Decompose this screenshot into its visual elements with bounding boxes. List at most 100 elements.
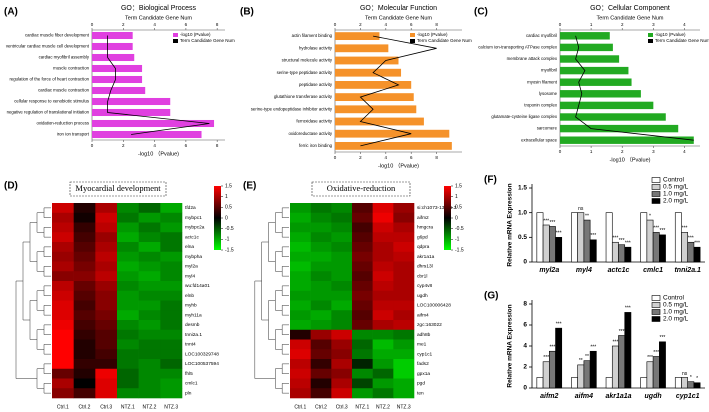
heatmap-cell — [331, 251, 353, 262]
y-tick-label: 8 — [523, 301, 527, 308]
heatmap-cell — [138, 300, 161, 311]
heatmap-cell — [160, 222, 183, 233]
heatmap-cell — [52, 368, 74, 379]
bar — [560, 101, 654, 110]
row-label: ugdh — [417, 293, 428, 299]
x-tick-label: 0 — [334, 155, 337, 160]
color-bar-label: 1.5 — [455, 183, 462, 189]
y-tick-label: 1.0 — [518, 209, 527, 216]
heatmap-cell — [117, 339, 139, 350]
heatmap-cell — [160, 359, 183, 370]
bar — [577, 364, 585, 389]
heatmap-cell — [95, 212, 118, 223]
x2-tick-label: 4 — [153, 22, 156, 27]
heatmap-cell — [372, 290, 394, 301]
heatmap-cell — [310, 261, 332, 272]
heatmap-cell — [352, 388, 373, 399]
x-tick-label: ugdh — [645, 393, 662, 400]
heatmap-cell — [372, 320, 394, 331]
heatmap-cell — [95, 359, 118, 370]
bar — [335, 44, 389, 53]
category-label: ventricular cardiac muscle cell developm… — [6, 44, 90, 49]
heatmap-cell — [160, 251, 183, 262]
legend-swatch — [410, 39, 415, 43]
bar — [560, 55, 620, 63]
heatmap-cell — [290, 212, 311, 223]
heatmap-cell — [95, 203, 118, 214]
dendrogram-branch — [275, 329, 283, 350]
heatmap-cell — [138, 349, 161, 360]
legend-swatch — [651, 295, 661, 301]
heatmap-cell — [393, 251, 415, 262]
heatmap-cell — [138, 339, 161, 350]
significance-label: *** — [543, 218, 549, 224]
heatmap-cell — [160, 320, 183, 331]
x2-tick-label: 8 — [216, 22, 219, 27]
dendrogram-branch — [254, 280, 276, 379]
heatmap-cell — [372, 349, 394, 360]
heatmap-cell — [372, 339, 394, 350]
heatmap-cell — [310, 212, 332, 223]
significance-label: *** — [619, 329, 625, 335]
heatmap-cell — [310, 300, 332, 311]
category-label: serine-type peptidase activity — [277, 70, 333, 75]
row-label: hmgcra — [417, 225, 433, 231]
column-label: NTZ.2 — [376, 404, 390, 410]
heatmap-cell — [73, 212, 96, 223]
chart-title: GO：Biological Process — [121, 5, 197, 12]
heatmap-cell — [352, 349, 373, 360]
heatmap-cell — [95, 368, 118, 379]
title-box — [69, 181, 167, 197]
heatmap-title: Oxidative-reduction — [327, 183, 396, 193]
row-label: me1 — [417, 342, 427, 348]
row-label: mybpc2a — [185, 225, 205, 231]
column-label: Ctrl.2 — [315, 404, 327, 410]
heatmap-cell — [138, 378, 161, 389]
category-label: lysosome — [539, 91, 558, 96]
legend-label: Term Candidate Gene Num — [655, 38, 709, 43]
heatmap-cell — [95, 378, 118, 389]
x-tick-label: myl2a — [539, 267, 559, 274]
heatmap-cell — [352, 281, 373, 292]
row-label: aifm2 — [417, 215, 429, 221]
heatmap-cell — [117, 388, 139, 399]
x2-tick-label: 0 — [91, 22, 94, 27]
heatmap-cell — [73, 310, 96, 321]
heatmap-cell — [393, 281, 415, 292]
heatmap-cell — [160, 378, 183, 389]
heatmap-cell — [290, 290, 311, 301]
bar — [681, 232, 688, 263]
heatmap-cell — [52, 310, 74, 321]
category-label: cardiac muscle fiber development — [25, 33, 90, 38]
category-label: cardiac myofibril — [526, 33, 557, 38]
row-label: fads2 — [417, 361, 429, 367]
bar — [640, 212, 648, 263]
panel-label: (G) — [484, 291, 498, 302]
heatmap-cell — [73, 300, 96, 311]
heatmap-cell — [95, 271, 118, 282]
bar — [589, 350, 597, 389]
column-label: Ctrl.1 — [57, 404, 69, 410]
heatmap-cell — [310, 290, 332, 301]
heatmap-cell — [393, 300, 415, 311]
heatmap-cell — [73, 329, 96, 340]
bar — [555, 327, 563, 389]
column-label: Ctrl.3 — [100, 404, 112, 410]
heatmap-cell — [372, 300, 394, 311]
heatmap-cell — [290, 378, 311, 389]
color-bar-label: -1 — [455, 237, 460, 243]
category-label: oxidation-reduction process — [36, 121, 89, 126]
dendrogram-branch — [43, 207, 51, 218]
heatmap-cell — [138, 232, 161, 243]
bar — [335, 32, 380, 41]
legend-swatch — [173, 39, 178, 43]
legend-swatch — [651, 198, 661, 204]
dendrogram-branch — [43, 266, 51, 277]
row-label: cyp1c1 — [417, 351, 433, 357]
column-label: NTZ.3 — [164, 404, 178, 410]
heatmap-cell — [160, 203, 183, 214]
significance-label: *** — [612, 339, 618, 345]
panel-label: (B) — [240, 7, 254, 18]
bar — [92, 97, 171, 106]
heatmap-cell — [73, 359, 96, 370]
